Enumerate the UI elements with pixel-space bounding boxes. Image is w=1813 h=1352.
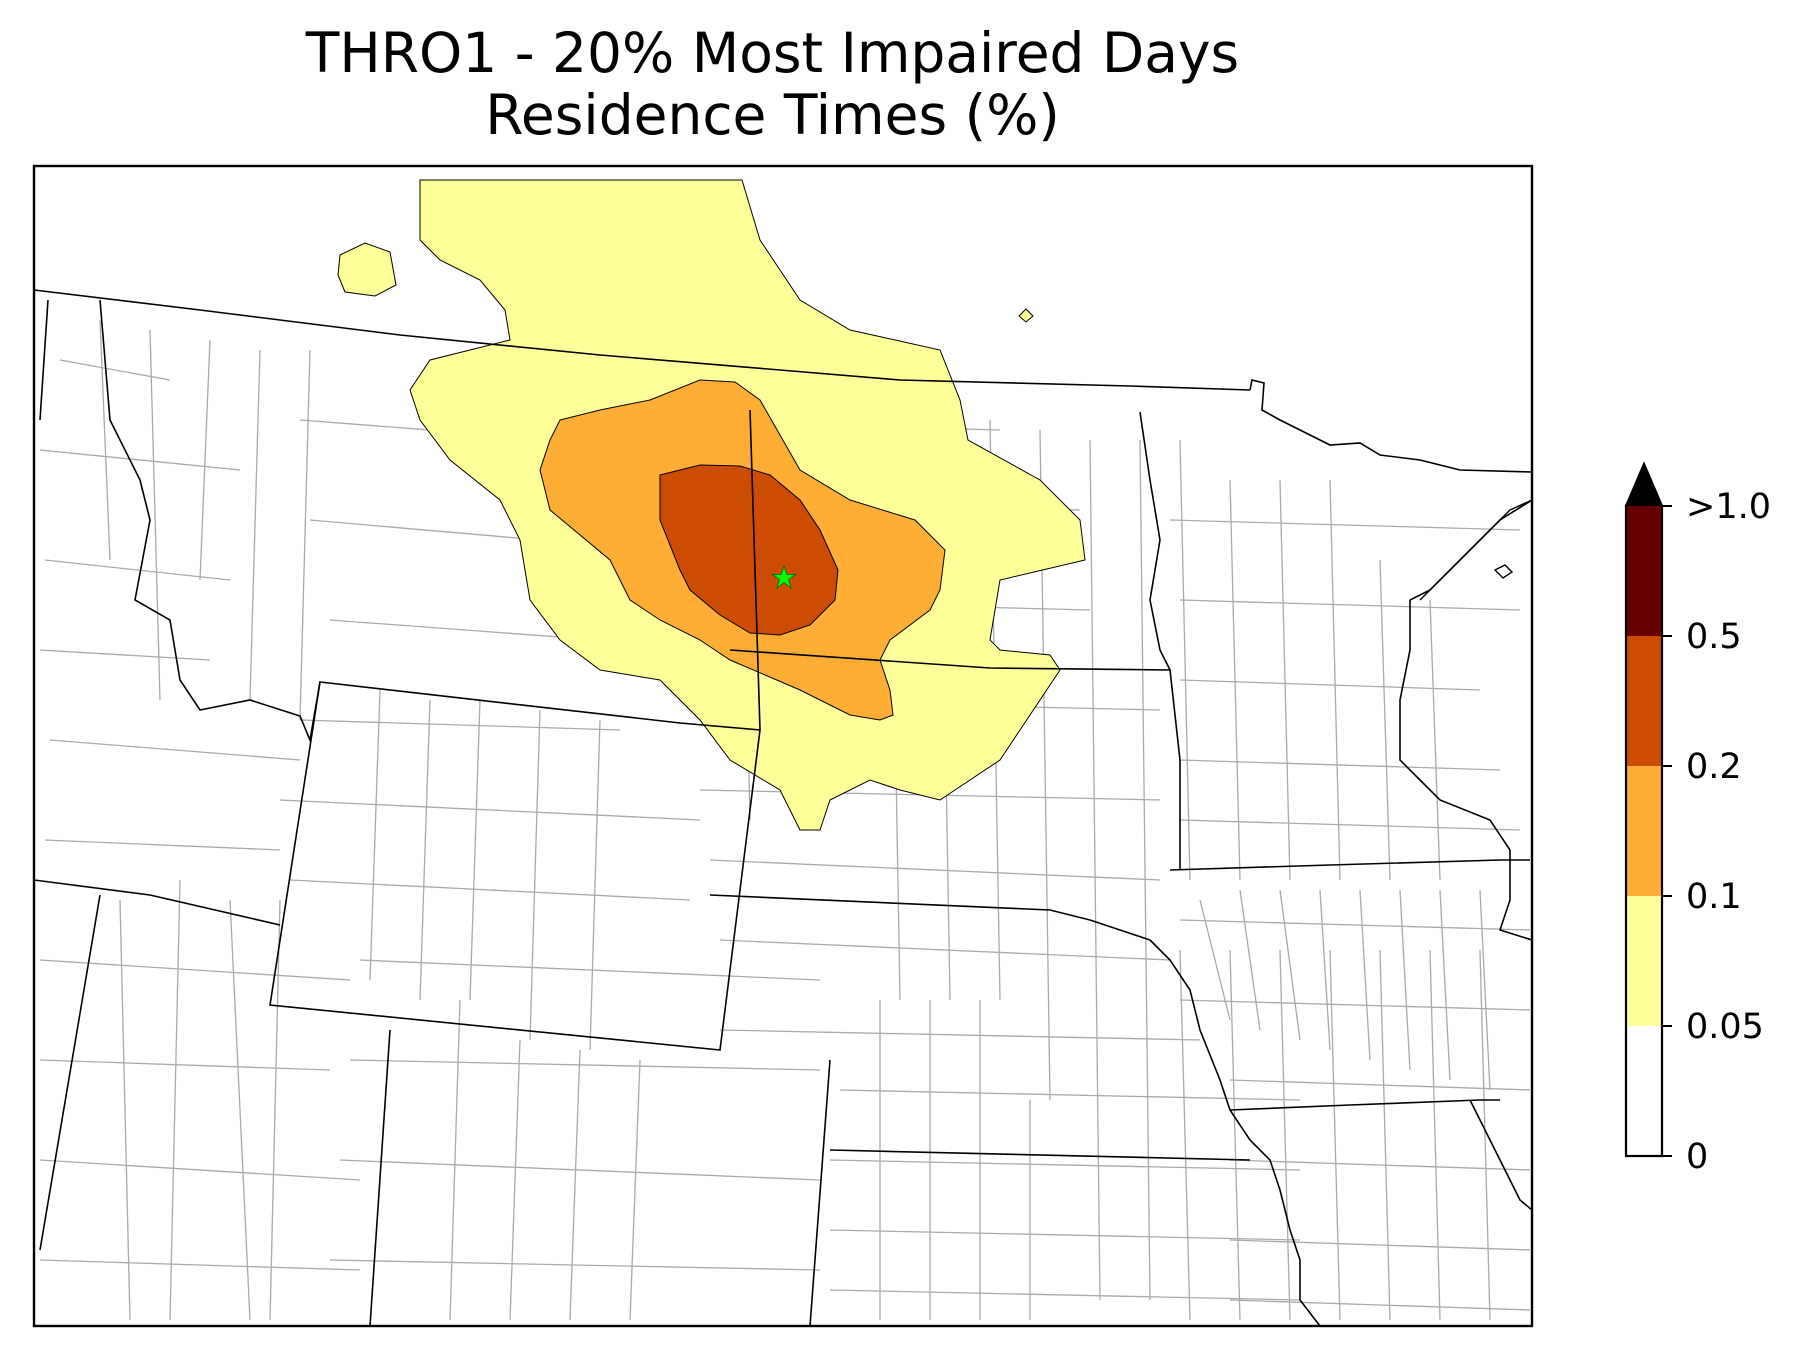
colorbar-tick-label-2: 0.1 [1686,877,1742,917]
colorbar-tick-label-1: 0.05 [1686,1007,1764,1047]
great-lakes-coastline [1419,499,1532,601]
colorbar-tick-label-3: 0.2 [1686,747,1742,787]
colorbar-tick-label-0: 0 [1686,1137,1708,1177]
colorbar: 0 0.05 0.1 0.2 0.5 >1.0 [1624,461,1771,1177]
title-line-2: Residence Times (%) [485,83,1060,147]
site-marker-star-icon [771,564,797,589]
colorbar-bin-2 [1626,766,1662,896]
map-frame [32,164,1534,1328]
colorbar-extend-arrow [1625,462,1663,507]
map-area [34,166,1532,1326]
colorbar-outline [1624,461,1664,1158]
colorbar-bin-0 [1626,1026,1662,1156]
title-line-1: THRO1 - 20% Most Impaired Days [305,21,1240,85]
map-title: THRO1 - 20% Most Impaired Days Residence… [0,22,1545,146]
colorbar-bin-4 [1626,506,1662,636]
colorbar-bin-3 [1626,636,1662,766]
colorbar-bin-1 [1626,896,1662,1026]
state-boundaries [34,289,1532,1326]
colorbar-tick-label-5: >1.0 [1686,487,1771,527]
colorbar-tick-label-4: 0.5 [1686,617,1742,657]
contour-0.2-0.5 [659,464,839,636]
